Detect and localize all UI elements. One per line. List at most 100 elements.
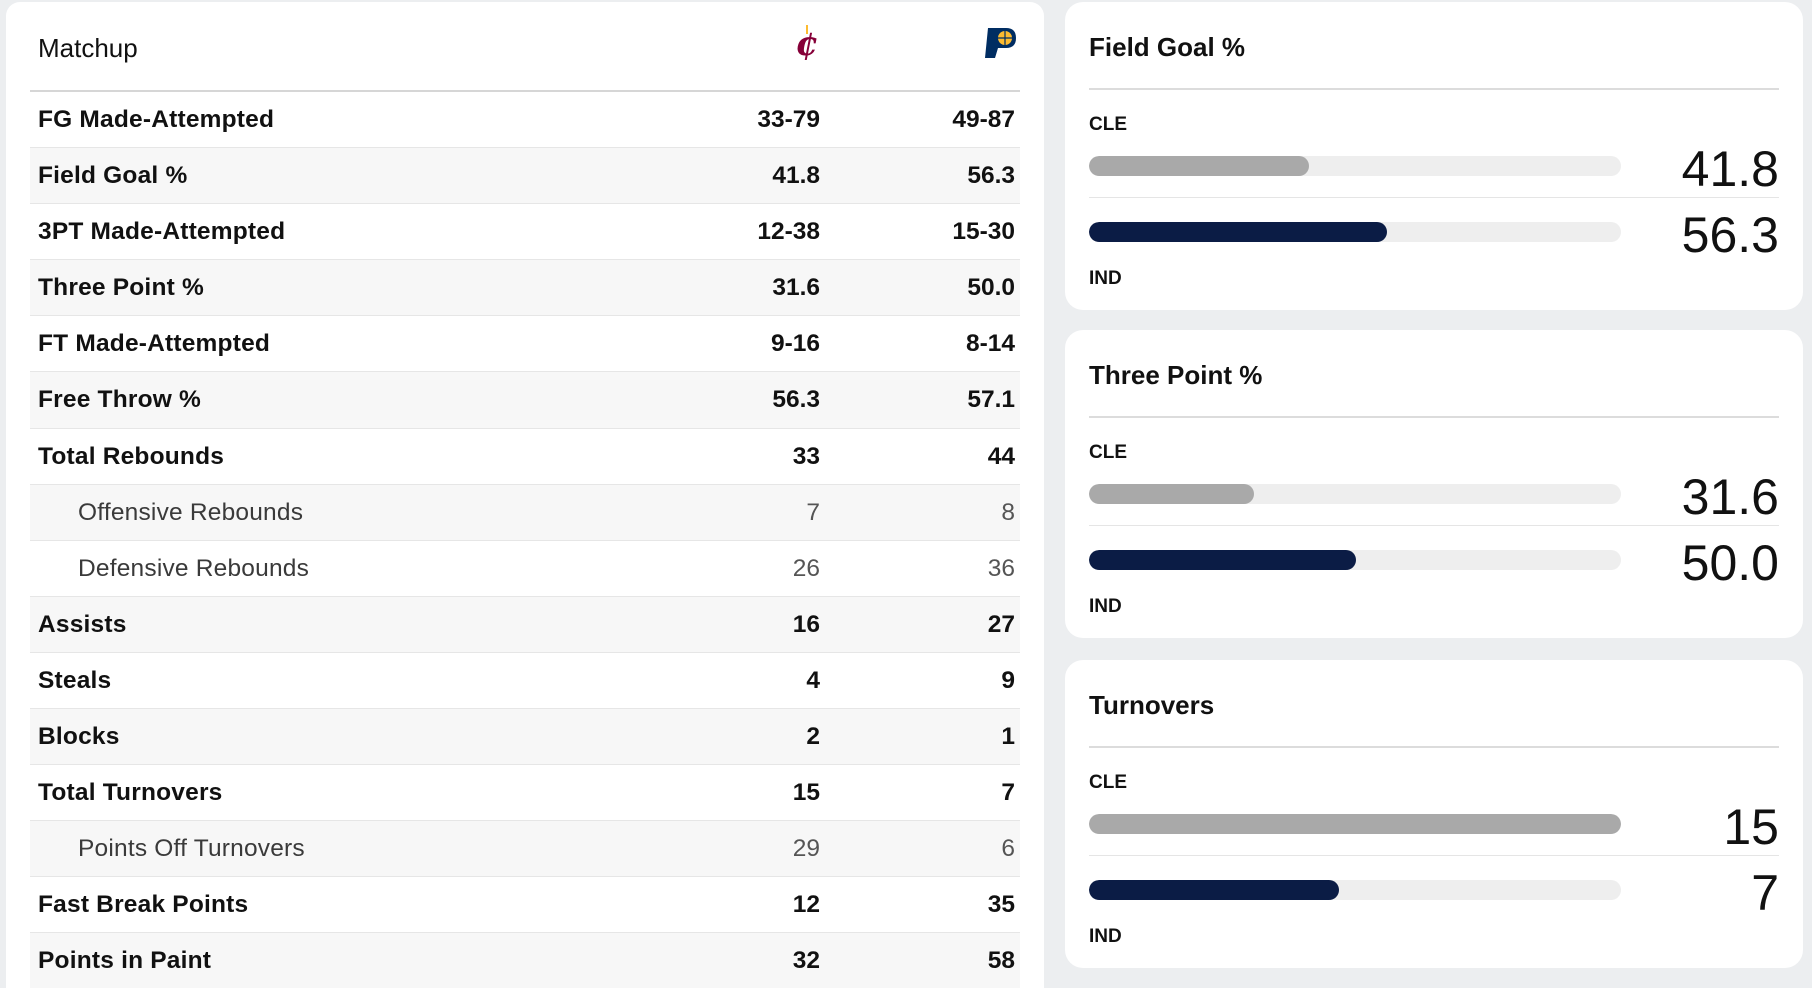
team2-bar — [1089, 222, 1621, 242]
ind-value: 8 — [1001, 498, 1015, 526]
svg-text:¢: ¢ — [795, 24, 819, 62]
stat-rows: FG Made-Attempted 33-79 49-87 Field Goal % 4… — [30, 92, 1020, 988]
ind-value: 15-30 — [952, 218, 1015, 246]
table-row: Fast Break Points 12 35 — [30, 877, 1020, 934]
stat-label: Offensive Rebounds — [78, 498, 304, 526]
turnovers-card: Turnovers CLE 15 7 IND — [1065, 660, 1803, 968]
cle-value: 2 — [806, 723, 820, 751]
stat-label: Blocks — [38, 723, 120, 751]
ind-value: 27 — [987, 610, 1015, 638]
team2-bar-fill — [1089, 222, 1388, 242]
ind-value: 36 — [987, 554, 1015, 582]
stat-label: FT Made-Attempted — [38, 330, 271, 358]
table-row: Offensive Rebounds 7 8 — [30, 484, 1020, 541]
cle-value: 26 — [792, 554, 820, 582]
team2-value: 56.3 — [1681, 207, 1779, 263]
ind-value: 1 — [1001, 723, 1015, 751]
table-row: 3PT Made-Attempted 12-38 15-30 — [30, 204, 1020, 261]
card-mid-divider — [1089, 197, 1779, 198]
card-divider — [1089, 88, 1779, 90]
team1-bar — [1089, 156, 1621, 176]
stat-label: Field Goal % — [38, 162, 188, 190]
ind-value: 7 — [1001, 779, 1015, 807]
matchup-table: Matchup ¢ FG Made-Attempted 33-79 49-87 Fie… — [6, 2, 1044, 988]
three-point-card: Three Point % CLE 31.6 50.0 IND — [1065, 330, 1803, 638]
team1-bar-fill — [1089, 814, 1621, 834]
cle-value: 56.3 — [772, 386, 820, 414]
team2-code: IND — [1089, 926, 1122, 947]
table-row: Steals 4 9 — [30, 653, 1020, 710]
team1-code: CLE — [1089, 114, 1127, 135]
table-row: Assists 16 27 — [30, 596, 1020, 653]
stat-label: Total Turnovers — [38, 779, 223, 807]
team1-bar-fill — [1089, 484, 1255, 504]
cle-value: 33 — [792, 442, 820, 470]
team1-value: 15 — [1723, 799, 1779, 855]
team1-bar — [1089, 814, 1621, 834]
stat-label: Defensive Rebounds — [78, 554, 310, 582]
stat-label: Points in Paint — [38, 947, 212, 975]
team2-bar — [1089, 880, 1621, 900]
table-row: Defensive Rebounds 26 36 — [30, 541, 1020, 597]
team2-bar-fill — [1089, 550, 1356, 570]
stat-label: 3PT Made-Attempted — [38, 218, 286, 246]
table-row: Points in Paint 32 58 — [30, 933, 1020, 988]
cle-value: 32 — [792, 947, 820, 975]
ind-value: 58 — [987, 947, 1015, 975]
ind-value: 50.0 — [967, 274, 1015, 302]
team2-code: IND — [1089, 268, 1122, 289]
ind-value: 35 — [987, 891, 1015, 919]
ind-value: 57.1 — [967, 386, 1015, 414]
cle-value: 15 — [792, 779, 820, 807]
cle-value: 16 — [792, 610, 820, 638]
matchup-header: Matchup ¢ — [30, 2, 1020, 92]
table-row: Three Point % 31.6 50.0 — [30, 260, 1020, 317]
team2-code: IND — [1089, 596, 1122, 617]
stat-label: Fast Break Points — [38, 891, 249, 919]
cle-value: 31.6 — [772, 274, 820, 302]
team1-bar — [1089, 484, 1621, 504]
cle-value: 33-79 — [757, 106, 820, 133]
table-row: FG Made-Attempted 33-79 49-87 — [30, 92, 1020, 149]
cle-value: 7 — [806, 498, 820, 526]
ind-value: 44 — [987, 442, 1015, 470]
matchup-title: Matchup — [38, 33, 138, 63]
card-divider — [1089, 416, 1779, 418]
ind-value: 9 — [1001, 666, 1015, 694]
stat-label: Assists — [38, 610, 127, 638]
card-mid-divider — [1089, 525, 1779, 526]
field-goal-card: Field Goal % CLE 41.8 56.3 IND — [1065, 2, 1803, 310]
table-row: Field Goal % 41.8 56.3 — [30, 148, 1020, 205]
stat-label: Points Off Turnovers — [78, 835, 305, 863]
team2-value: 7 — [1751, 865, 1779, 921]
ind-value: 6 — [1001, 835, 1015, 863]
team1-code: CLE — [1089, 442, 1127, 463]
cle-value: 4 — [806, 666, 820, 694]
card-title: Turnovers — [1089, 690, 1215, 720]
pacers-logo-icon[interactable] — [980, 22, 1020, 62]
card-mid-divider — [1089, 855, 1779, 856]
team1-value: 31.6 — [1681, 469, 1779, 525]
stat-label: Free Throw % — [38, 386, 202, 414]
ind-value: 49-87 — [952, 106, 1015, 133]
team2-bar — [1089, 550, 1621, 570]
cavaliers-logo-icon[interactable]: ¢ — [787, 22, 827, 62]
table-row: Free Throw % 56.3 57.1 — [30, 372, 1020, 429]
cle-value: 12-38 — [757, 218, 820, 246]
table-row: FT Made-Attempted 9-16 8-14 — [30, 316, 1020, 373]
card-title: Three Point % — [1089, 360, 1263, 390]
ind-value: 8-14 — [965, 330, 1015, 358]
cle-value: 29 — [792, 835, 820, 863]
team2-bar-fill — [1089, 880, 1340, 900]
table-row: Blocks 2 1 — [30, 709, 1020, 766]
card-divider — [1089, 746, 1779, 748]
stat-label: Three Point % — [38, 274, 204, 302]
team1-value: 41.8 — [1681, 141, 1779, 197]
stat-label: Steals — [38, 666, 112, 694]
stat-label: Total Rebounds — [38, 442, 225, 470]
team1-code: CLE — [1089, 772, 1127, 793]
stat-label: FG Made-Attempted — [38, 106, 275, 133]
card-title: Field Goal % — [1089, 32, 1246, 62]
table-row: Total Turnovers 15 7 — [30, 765, 1020, 822]
table-row: Total Rebounds 33 44 — [30, 429, 1020, 485]
